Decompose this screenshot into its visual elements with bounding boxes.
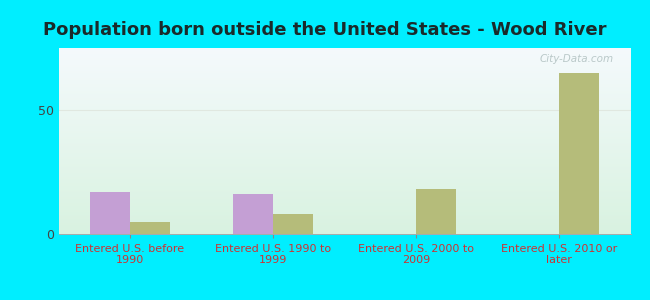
- Bar: [559, 73, 599, 234]
- Bar: [273, 214, 313, 234]
- Text: Population born outside the United States - Wood River: Population born outside the United State…: [44, 21, 606, 39]
- Text: City-Data.com: City-Data.com: [540, 54, 614, 64]
- Bar: [130, 222, 170, 234]
- Bar: [233, 194, 273, 234]
- Bar: [90, 192, 130, 234]
- Bar: [416, 189, 456, 234]
